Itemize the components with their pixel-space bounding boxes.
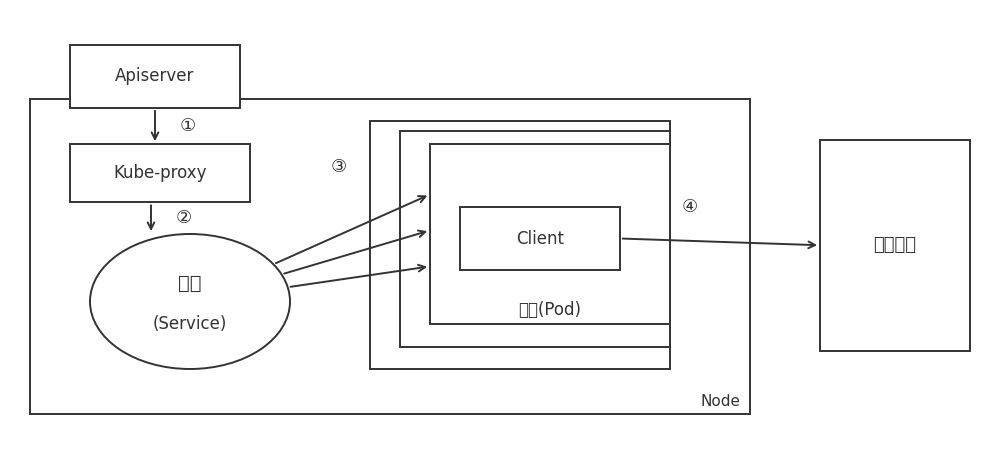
Bar: [370, 122, 670, 369]
Bar: [430, 144, 670, 324]
Bar: [820, 140, 970, 351]
Bar: [400, 130, 670, 346]
Text: Kube-proxy: Kube-proxy: [113, 164, 207, 182]
Bar: [30, 99, 750, 414]
Text: Node: Node: [700, 395, 740, 410]
Text: Apiserver: Apiserver: [115, 68, 195, 86]
Text: 业务(Pod): 业务(Pod): [518, 302, 582, 319]
Text: 注册中心: 注册中心: [874, 236, 916, 254]
Text: Client: Client: [516, 230, 564, 248]
Text: ④: ④: [682, 198, 698, 216]
Text: (Service): (Service): [153, 315, 227, 333]
Bar: [460, 207, 620, 270]
Text: ②: ②: [176, 209, 192, 227]
Text: ①: ①: [180, 117, 196, 135]
Bar: [70, 45, 240, 108]
Bar: [70, 144, 250, 202]
Ellipse shape: [90, 234, 290, 369]
Text: ③: ③: [331, 158, 347, 176]
Text: 业务: 业务: [178, 274, 202, 293]
